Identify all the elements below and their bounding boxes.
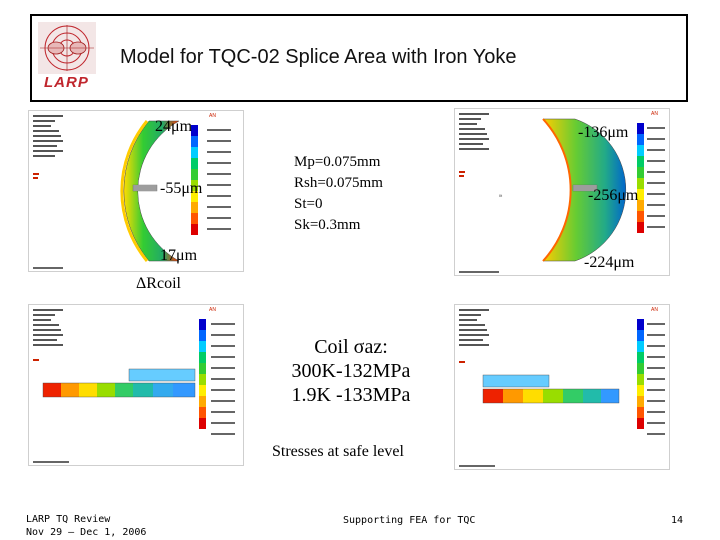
footer-event-name: LARP TQ Review bbox=[26, 514, 111, 525]
fea-deformation-plot-iron: AN Ilt bbox=[459, 111, 665, 273]
fea-panel-bottom-right: AN bbox=[454, 304, 670, 470]
larp-logo-text: LARP bbox=[44, 74, 89, 91]
iron-radial-label-mid: -256μm bbox=[588, 187, 639, 204]
footer-subject: Supporting FEA for TQC bbox=[343, 515, 476, 526]
param-sk: Sk=0.3mm bbox=[294, 217, 361, 233]
slide-title: Model for TQC-02 Splice Area with Iron Y… bbox=[120, 46, 517, 68]
radial-label-top: 24μm bbox=[155, 118, 193, 135]
delta-rcoil-label: ΔRcoil bbox=[136, 275, 181, 292]
svg-text:AN: AN bbox=[651, 307, 658, 313]
title-frame bbox=[30, 14, 688, 102]
param-st: St=0 bbox=[294, 196, 323, 212]
svg-text:AN: AN bbox=[209, 113, 216, 119]
param-rsh: Rsh=0.075mm bbox=[294, 175, 383, 191]
svg-text:AN: AN bbox=[651, 111, 658, 117]
radial-label-mid: -55μm bbox=[160, 180, 203, 197]
fea-panel-top-left: AN bbox=[28, 110, 244, 272]
svg-text:AN: AN bbox=[209, 307, 216, 313]
param-mp: Mp=0.075mm bbox=[294, 154, 381, 170]
footer-event-date: Nov 29 – Dec 1, 2006 bbox=[26, 527, 147, 538]
iron-radial-label-bottom: -224μm bbox=[584, 254, 635, 271]
footer-event: LARP TQ Review Nov 29 – Dec 1, 2006 bbox=[26, 513, 146, 539]
svg-text:Ilt: Ilt bbox=[499, 193, 503, 198]
coil-stress-text: Coil σaz: 300K-132MPa 1.9K -133MPa bbox=[266, 335, 436, 407]
stress-note: Stresses at safe level bbox=[272, 443, 404, 460]
fea-deformation-plot: AN bbox=[33, 113, 231, 269]
radial-label-bottom: 17μm bbox=[160, 247, 198, 264]
larp-logo-icon bbox=[38, 22, 96, 74]
coil-stress-1-9k: 1.9K -133MPa bbox=[291, 384, 411, 406]
coil-stress-300k: 300K-132MPa bbox=[291, 360, 411, 382]
coil-stress-title: Coil σaz: bbox=[314, 336, 388, 358]
page-number: 14 bbox=[671, 515, 684, 526]
fea-panel-bottom-left: AN bbox=[28, 304, 244, 466]
fea-stress-plot: AN bbox=[33, 307, 235, 463]
iron-radial-label-top: -136μm bbox=[578, 124, 629, 141]
parameters-list: Mp=0.075mm Rsh=0.075mm St=0 Sk=0.3mm bbox=[294, 152, 383, 236]
fea-stress-plot-iron: AN bbox=[459, 307, 665, 467]
fea-panel-top-right: AN Ilt bbox=[454, 108, 670, 276]
